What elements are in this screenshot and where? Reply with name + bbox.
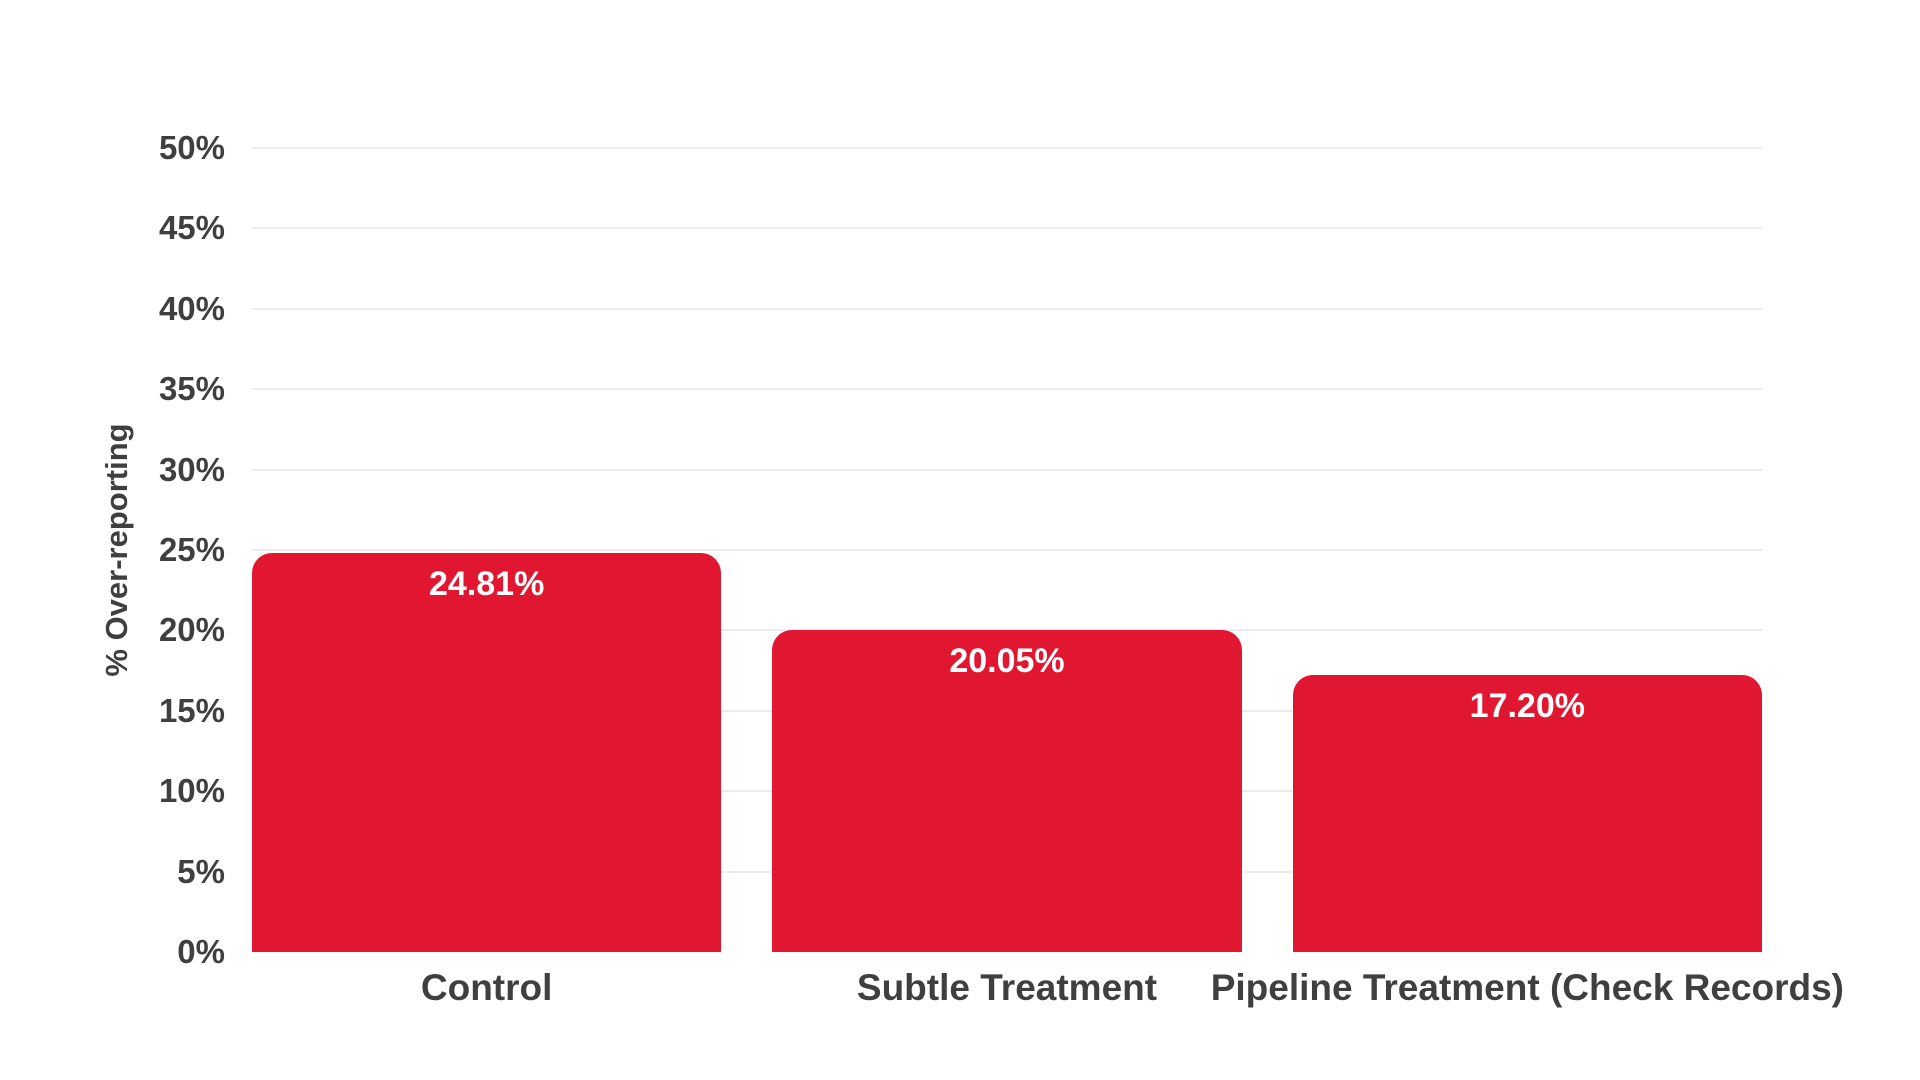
gridline — [252, 227, 1762, 230]
gridline — [252, 147, 1762, 149]
bar-value-label: 17.20% — [1469, 687, 1585, 726]
bar-value-label: 24.81% — [428, 565, 545, 604]
y-tick-label: 20% — [158, 611, 225, 649]
gridline — [252, 468, 1762, 471]
bar-value-label: 20.05% — [949, 641, 1065, 680]
plot-area: 24.81% 20.05% 17.20% — [252, 147, 1762, 952]
x-category-label: Control — [420, 967, 553, 1008]
gridline — [252, 549, 1762, 551]
x-category-label: Pipeline Treatment (Check Records) — [1210, 967, 1844, 1008]
y-tick-label: 10% — [158, 772, 225, 810]
gridline — [252, 388, 1762, 391]
y-tick-label: 25% — [158, 531, 225, 568]
y-tick-label: 40% — [158, 289, 225, 327]
y-tick-label: 45% — [158, 209, 225, 247]
gridline — [252, 307, 1762, 310]
bar: 24.81% — [252, 553, 722, 952]
bar: 20.05% — [772, 629, 1242, 952]
y-tick-label: 30% — [158, 450, 225, 488]
bar: 17.20% — [1292, 675, 1762, 952]
y-tick-label: 35% — [158, 370, 225, 408]
y-tick-label: 0% — [177, 933, 225, 970]
x-category-label: Subtle Treatment — [856, 967, 1158, 1008]
y-tick-label: 50% — [158, 129, 225, 166]
y-tick-label: 15% — [158, 691, 225, 729]
y-tick-label: 5% — [177, 852, 225, 890]
